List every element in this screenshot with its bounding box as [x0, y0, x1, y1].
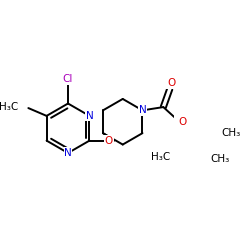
Text: N: N	[138, 105, 146, 115]
Text: O: O	[167, 78, 175, 88]
Text: CH₃: CH₃	[211, 154, 230, 164]
Text: N: N	[86, 111, 93, 121]
Text: O: O	[178, 117, 186, 127]
Text: H₃C: H₃C	[151, 152, 171, 162]
Text: N: N	[64, 148, 72, 158]
Text: CH₃: CH₃	[221, 128, 240, 138]
Text: O: O	[105, 136, 113, 146]
Text: Cl: Cl	[63, 74, 73, 85]
Text: H₃C: H₃C	[0, 102, 18, 112]
